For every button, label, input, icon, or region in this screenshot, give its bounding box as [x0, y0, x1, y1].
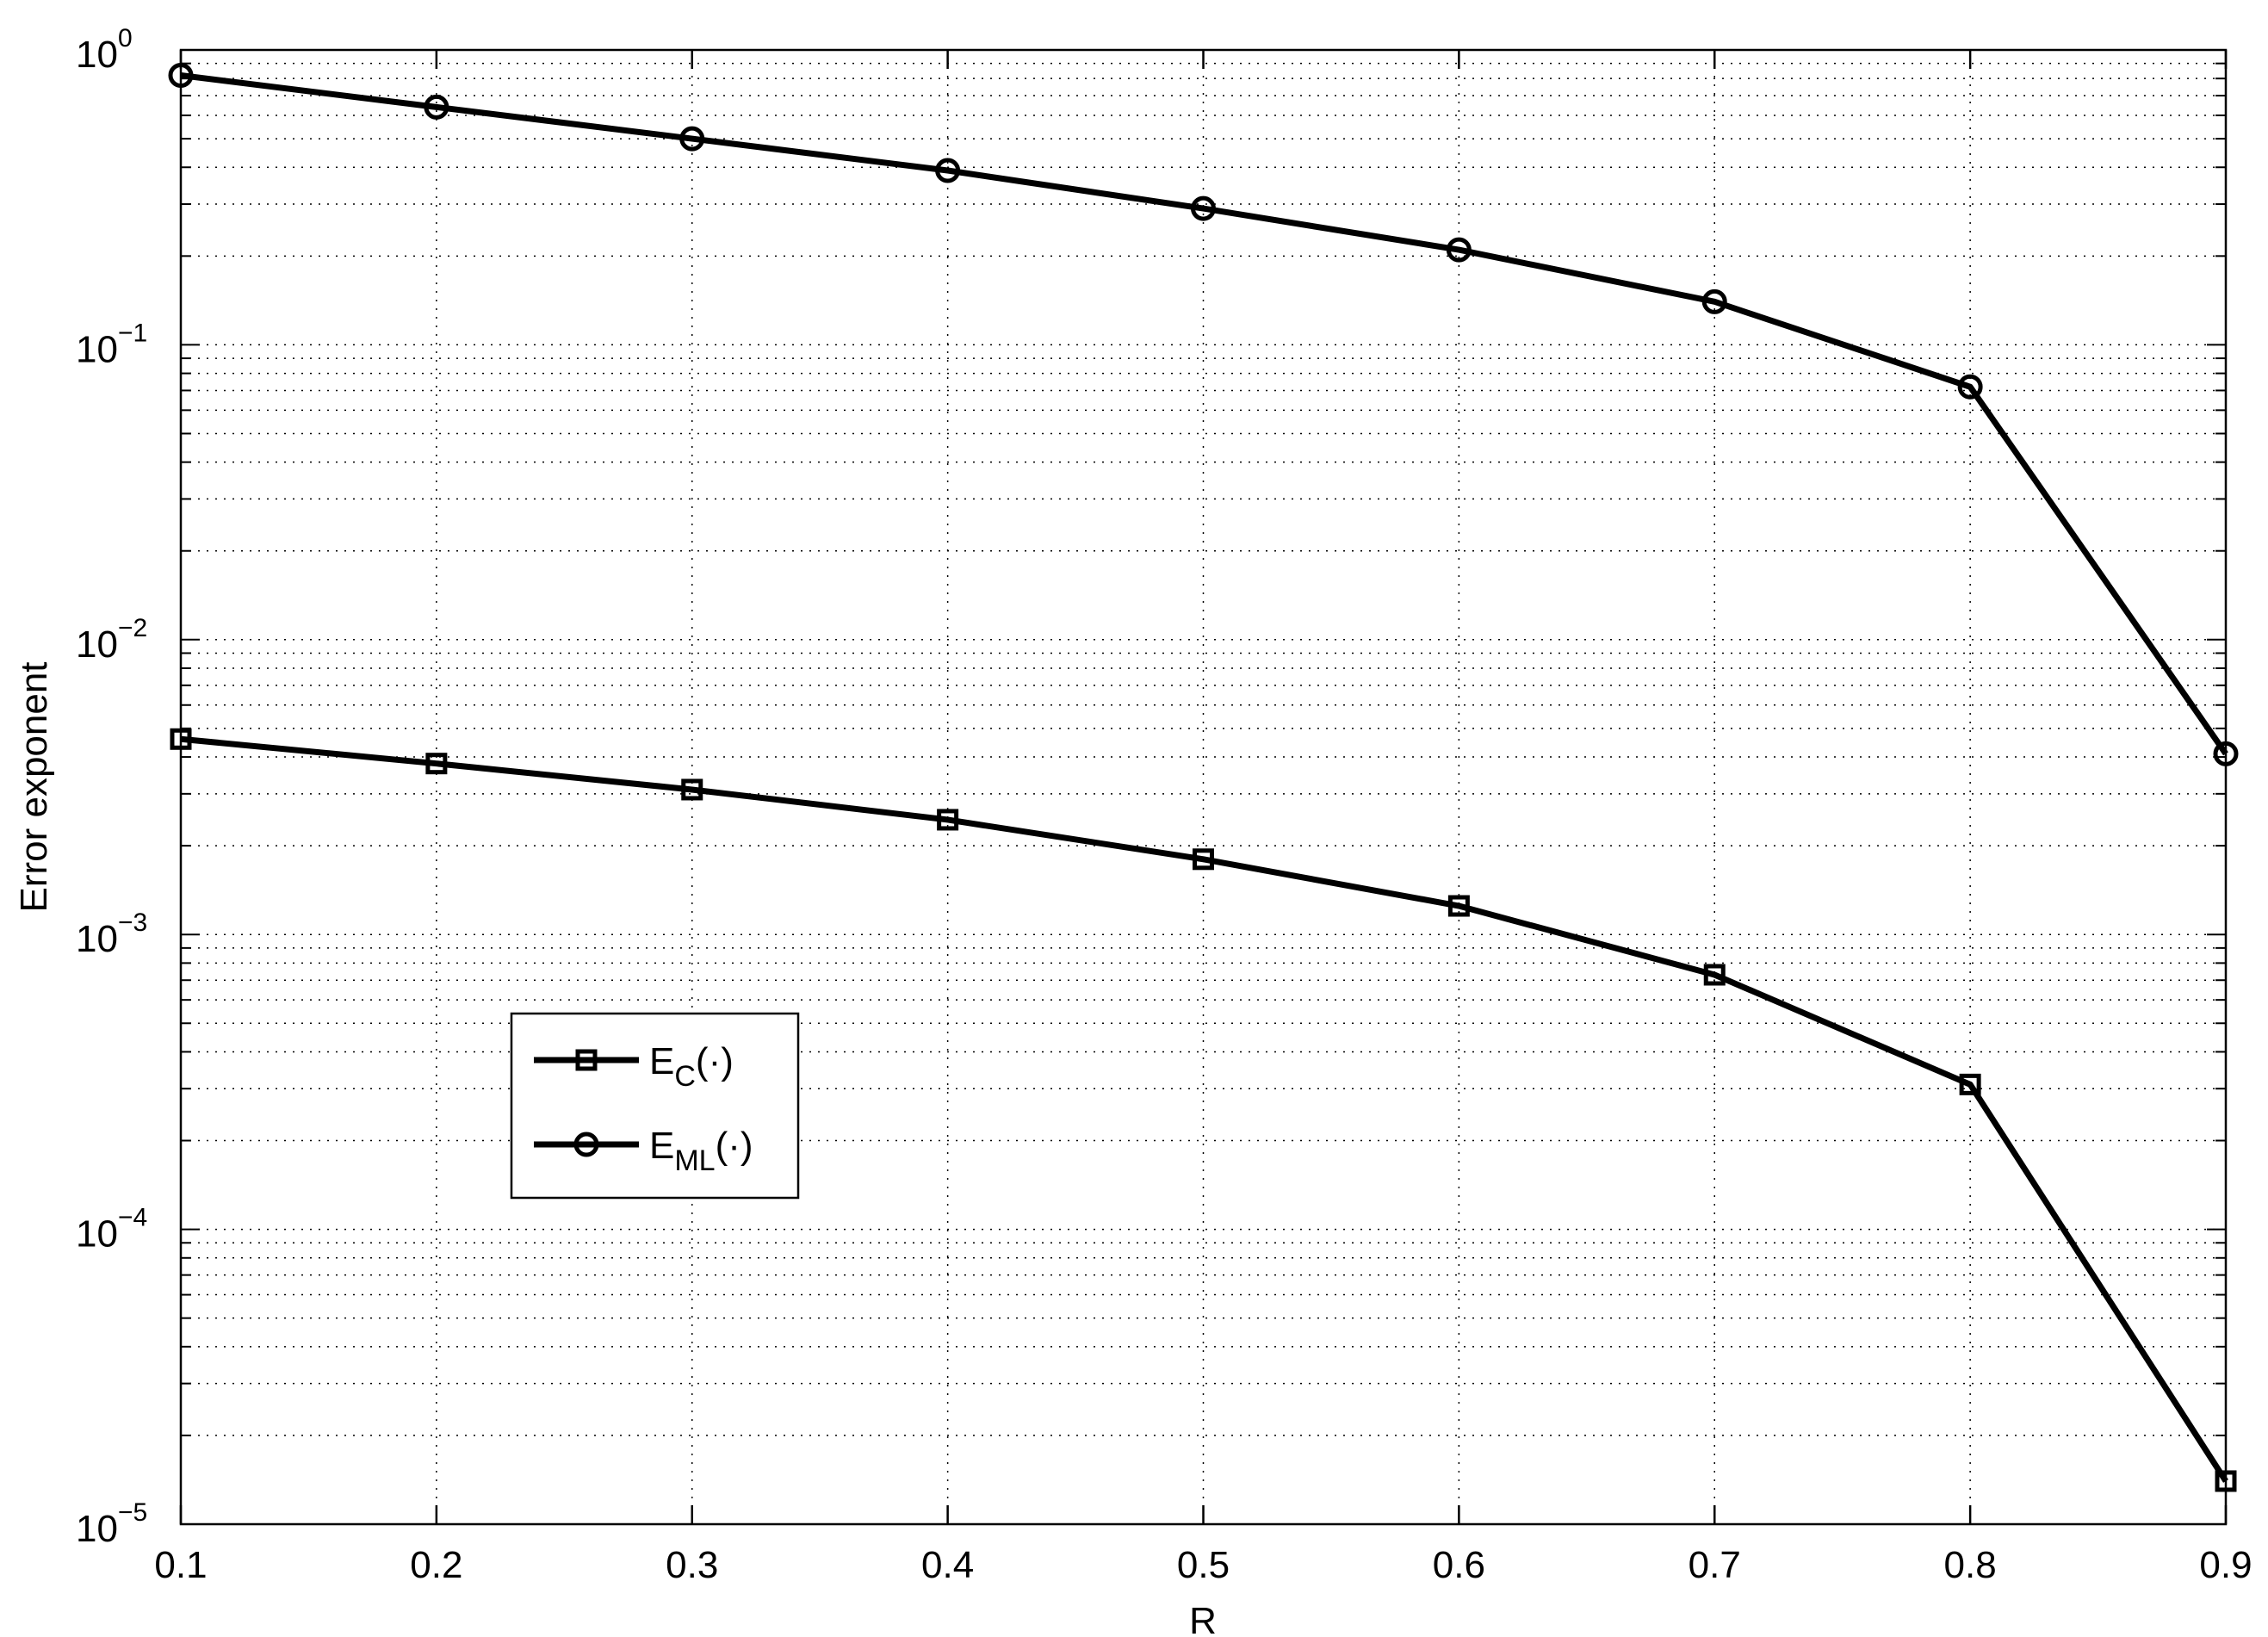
y-tick-label: 10−4 — [76, 1204, 147, 1256]
data-point-circle — [424, 94, 449, 120]
legend-marker-square — [575, 1049, 598, 1071]
y-tick-label: 10−2 — [76, 614, 147, 666]
series-line — [180, 735, 2228, 1483]
data-point-circle — [1957, 374, 1983, 400]
legend-box — [510, 1012, 800, 1200]
data-point-circle — [1191, 195, 1216, 221]
data-point-square — [170, 728, 192, 750]
x-tick-label: 0.8 — [1944, 1544, 1997, 1586]
x-tick-label: 0.4 — [921, 1544, 974, 1586]
axis-ticks — [179, 50, 2228, 1525]
data-point-circle — [935, 158, 961, 183]
x-tick-label: 0.5 — [1177, 1544, 1230, 1586]
data-point-square — [1193, 848, 1214, 871]
x-tick-label: 0.3 — [666, 1544, 718, 1586]
series-0 — [170, 728, 2237, 1492]
series-1 — [168, 63, 2239, 766]
y-axis-label: Error exponent — [13, 661, 55, 912]
x-tick-label: 0.7 — [1689, 1544, 1741, 1586]
data-point-square — [2215, 1470, 2237, 1492]
data-series — [168, 63, 2239, 1492]
x-tick-label: 0.6 — [1433, 1544, 1485, 1586]
data-point-circle — [679, 126, 705, 152]
series-line — [180, 72, 2228, 756]
x-tick-label: 0.1 — [154, 1544, 207, 1586]
y-tick-label: 10−1 — [76, 319, 147, 370]
data-point-square — [1703, 964, 1726, 986]
x-tick-label: 0.9 — [2199, 1544, 2252, 1586]
data-point-square — [1447, 895, 1470, 917]
data-point-square — [425, 753, 448, 775]
y-tick-label: 10−5 — [76, 1498, 147, 1550]
x-axis-label: R — [1189, 1600, 1217, 1637]
legend-marker-circle — [573, 1132, 599, 1157]
legend-entry-label: EML(·) — [649, 1125, 753, 1177]
data-point-circle — [2213, 741, 2239, 766]
data-point-circle — [1446, 237, 1472, 263]
x-tick-labels: 0.1 0.2 0.3 0.4 0.5 0.6 0.7 0.8 0.9 — [154, 1544, 2252, 1586]
data-point-square — [1959, 1073, 1981, 1095]
x-tick-label: 0.2 — [410, 1544, 462, 1586]
legend-entry-label: EC(·) — [649, 1040, 734, 1093]
y-tick-labels: 100 10−1 10−2 10−3 10−4 10−5 — [76, 24, 147, 1550]
data-point-square — [681, 778, 703, 801]
data-point-circle — [1701, 288, 1727, 314]
legend: EC(·) EML(·) — [510, 1012, 800, 1200]
data-point-square — [937, 809, 959, 831]
y-tick-label: 100 — [76, 24, 133, 76]
y-tick-label: 10−3 — [76, 908, 147, 960]
data-point-circle — [168, 63, 194, 89]
